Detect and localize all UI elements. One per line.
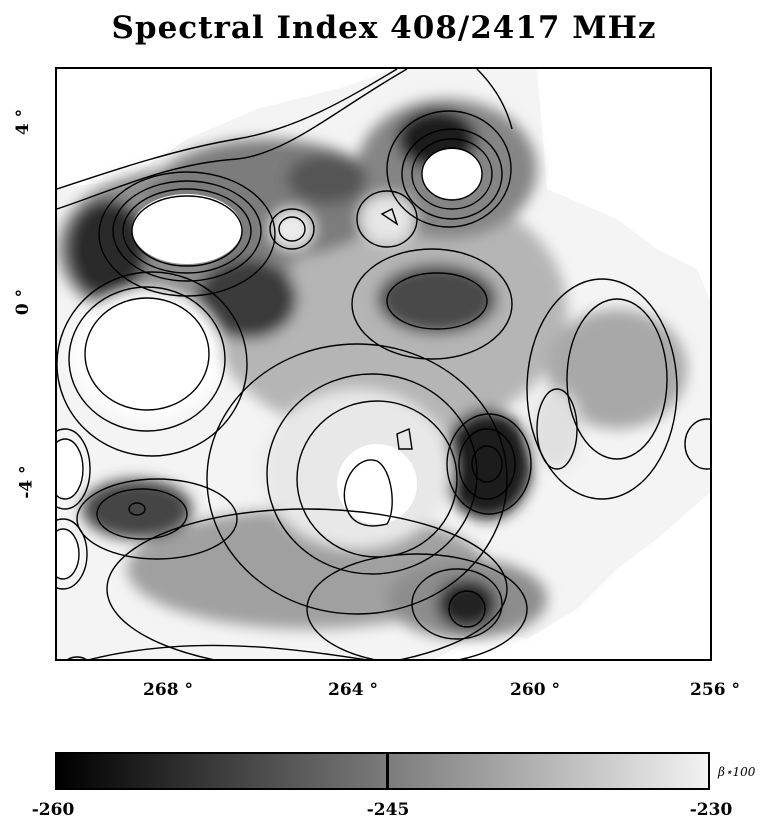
colorbar xyxy=(55,752,710,790)
spectral-index-map xyxy=(55,67,712,661)
y-tick-label: 0 ° xyxy=(13,288,34,316)
x-tick-label: 256 ° xyxy=(690,680,740,700)
x-tick-label: 264 ° xyxy=(328,680,378,700)
x-tick-label: 268 ° xyxy=(143,680,193,700)
map-image xyxy=(57,69,710,659)
map-title: Spectral Index 408/2417 MHz xyxy=(111,10,657,46)
colorbar-tick-label: -260 xyxy=(31,800,75,820)
x-tick-label: 260 ° xyxy=(510,680,560,700)
colorbar-mid-marker xyxy=(386,752,389,790)
colorbar-tick-label: -245 xyxy=(366,800,410,820)
y-tick-label: -4 ° xyxy=(16,465,37,499)
colorbar-tick-label: -230 xyxy=(689,800,733,820)
colorbar-unit-label: β⋆100 xyxy=(718,765,756,779)
y-tick-label: 4 ° xyxy=(13,108,34,136)
